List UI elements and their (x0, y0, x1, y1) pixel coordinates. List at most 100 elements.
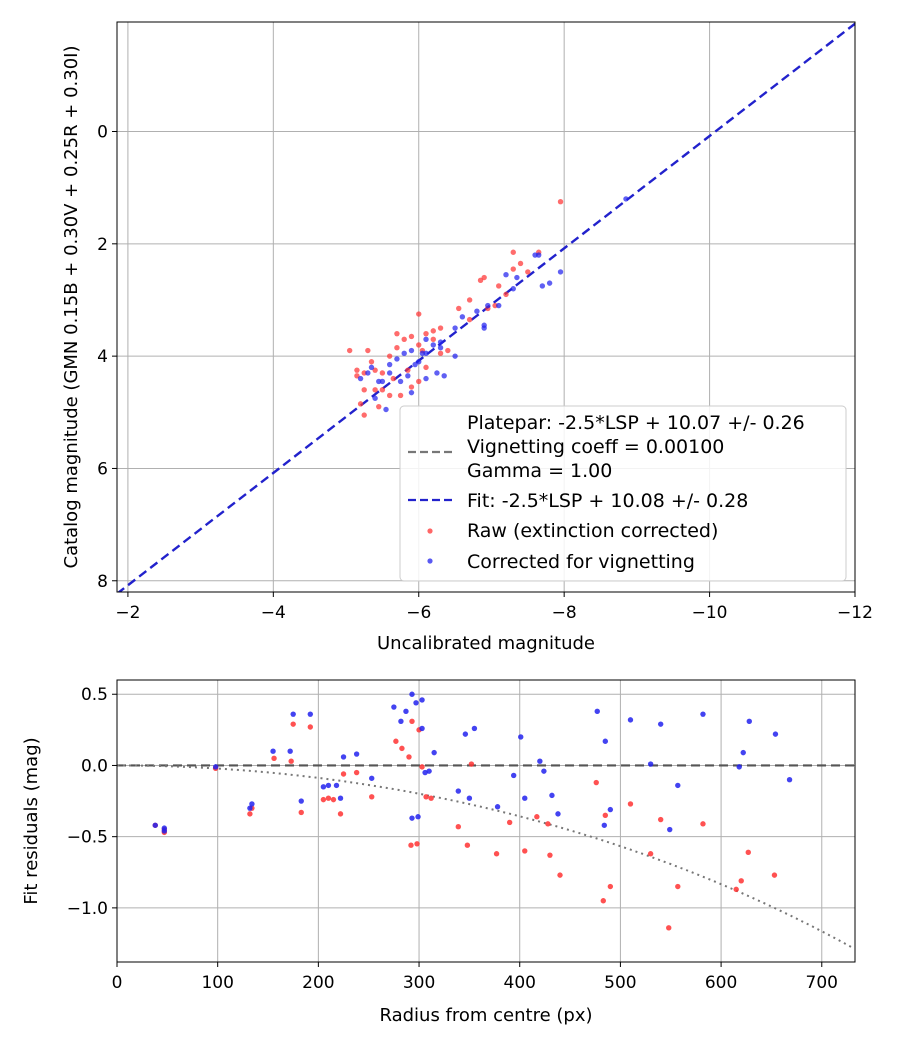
corrected-data-point (386, 361, 393, 368)
raw-residual-point (423, 794, 429, 800)
raw-data-point (416, 378, 422, 385)
raw-data-point (510, 249, 516, 255)
legend-gamma-label: Gamma = 1.00 (467, 460, 612, 482)
corrected-residual-point (426, 768, 432, 774)
raw-data-point (394, 330, 400, 337)
corrected-residual-point (403, 708, 409, 715)
corrected-residual-point (290, 711, 296, 717)
raw-data-point (361, 412, 367, 418)
raw-data-point (397, 392, 404, 399)
raw-residual-point (369, 794, 375, 800)
corrected-residual-point (320, 784, 327, 790)
corrected-residual-point (607, 806, 614, 813)
corrected-residual-point (647, 761, 654, 767)
raw-data-point (466, 297, 473, 303)
raw-data-point (390, 375, 396, 382)
corrected-residual-point (391, 704, 397, 710)
raw-residual-point (406, 754, 412, 760)
raw-data-point (445, 347, 451, 354)
y-tick-label: 0.0 (81, 756, 108, 776)
raw-residual-point (247, 811, 253, 817)
corrected-residual-point (657, 721, 664, 727)
corrected-residual-point (415, 814, 421, 820)
x-tick-label: −10 (692, 603, 728, 623)
raw-data-point (481, 274, 487, 281)
corrected-data-point (357, 375, 364, 382)
raw-residual-point (414, 841, 420, 847)
legend: Platepar: -2.5*LSP + 10.07 +/- 0.26 Vign… (399, 405, 847, 582)
corrected-residual-point (340, 754, 347, 760)
raw-data-point (365, 347, 371, 354)
raw-residual-point (320, 796, 327, 803)
corrected-residual-point (772, 731, 779, 737)
raw-residual-point (745, 849, 751, 856)
x-tick-label: 0 (112, 973, 123, 993)
y-tick-label: −1.0 (67, 899, 108, 919)
corrected-data-point (405, 373, 411, 379)
raw-data-point (437, 325, 444, 331)
raw-data-point (386, 353, 393, 359)
corrected-residual-point (786, 776, 793, 783)
raw-data-point (394, 345, 400, 351)
x-axis-label: Uncalibrated magnitude (377, 633, 595, 654)
y-tick-label: 6 (97, 459, 108, 479)
x-tick-label: −6 (406, 603, 431, 623)
raw-residual-point (330, 796, 337, 803)
raw-data-point (401, 336, 407, 342)
raw-residual-point (545, 821, 551, 827)
legend-raw-label: Raw (extinction corrected) (467, 520, 718, 542)
corrected-residual-point (413, 700, 419, 706)
raw-data-point (408, 384, 415, 390)
corrected-data-point (437, 345, 444, 351)
x-axis-label: Radius from centre (px) (379, 1005, 592, 1026)
corrected-residual-point (409, 691, 415, 697)
corrected-data-point (557, 269, 564, 275)
corrected-data-point (485, 302, 491, 309)
raw-residual-point (547, 852, 553, 858)
corrected-data-point (397, 378, 404, 385)
raw-data-point (456, 305, 462, 312)
x-tick-label: 200 (302, 973, 334, 993)
raw-residual-point (325, 795, 332, 801)
raw-residual-point (607, 883, 614, 890)
y-axis-label: Catalog magnitude (GMN 0.15B + 0.30V + 0… (61, 45, 82, 568)
corrected-data-point (532, 252, 538, 258)
raw-data-point (405, 367, 411, 373)
raw-residual-point (468, 761, 475, 767)
x-tick-label: 400 (504, 973, 536, 993)
tick-marks: 0 100 200 300 400 500 600 700 0.5 0.0 −0.5 −1.0 (67, 685, 838, 993)
raw-data-point (503, 291, 509, 298)
corrected-data-point (514, 274, 520, 281)
corrected-data-point (401, 350, 407, 357)
corrected-data-point (434, 370, 440, 376)
corrected-data-point (437, 339, 444, 345)
corrected-data-point (452, 325, 458, 331)
corrected-data-point (416, 359, 422, 365)
x-tick-label: −8 (552, 603, 577, 623)
corrected-residual-point (462, 731, 469, 737)
corrected-data-point (481, 325, 487, 331)
raw-residual-point (627, 801, 634, 807)
corrected-data-point (383, 406, 389, 413)
y-tick-label: 0 (97, 123, 108, 143)
x-tick-label: −4 (261, 603, 286, 623)
raw-data-point (376, 403, 382, 410)
axes-frame (116, 21, 856, 593)
raw-data-point (423, 364, 429, 371)
raw-residual-point (771, 872, 778, 878)
corrected-residual-point (161, 828, 168, 834)
corrected-residual-point (471, 725, 478, 732)
corrected-residual-point (518, 734, 524, 740)
raw-data-point (416, 342, 422, 348)
corrected-data-point (510, 286, 516, 292)
raw-data-point (557, 199, 564, 205)
x-tick-label: −12 (837, 603, 873, 623)
corrected-data-point (408, 389, 415, 396)
y-tick-label: −0.5 (67, 828, 108, 848)
corrected-residual-point (522, 795, 528, 801)
raw-data-point (525, 269, 531, 275)
raw-data-point (466, 316, 473, 323)
corrected-data-point (474, 308, 480, 314)
raw-residual-point (700, 821, 706, 827)
corrected-residual-point (270, 748, 276, 754)
